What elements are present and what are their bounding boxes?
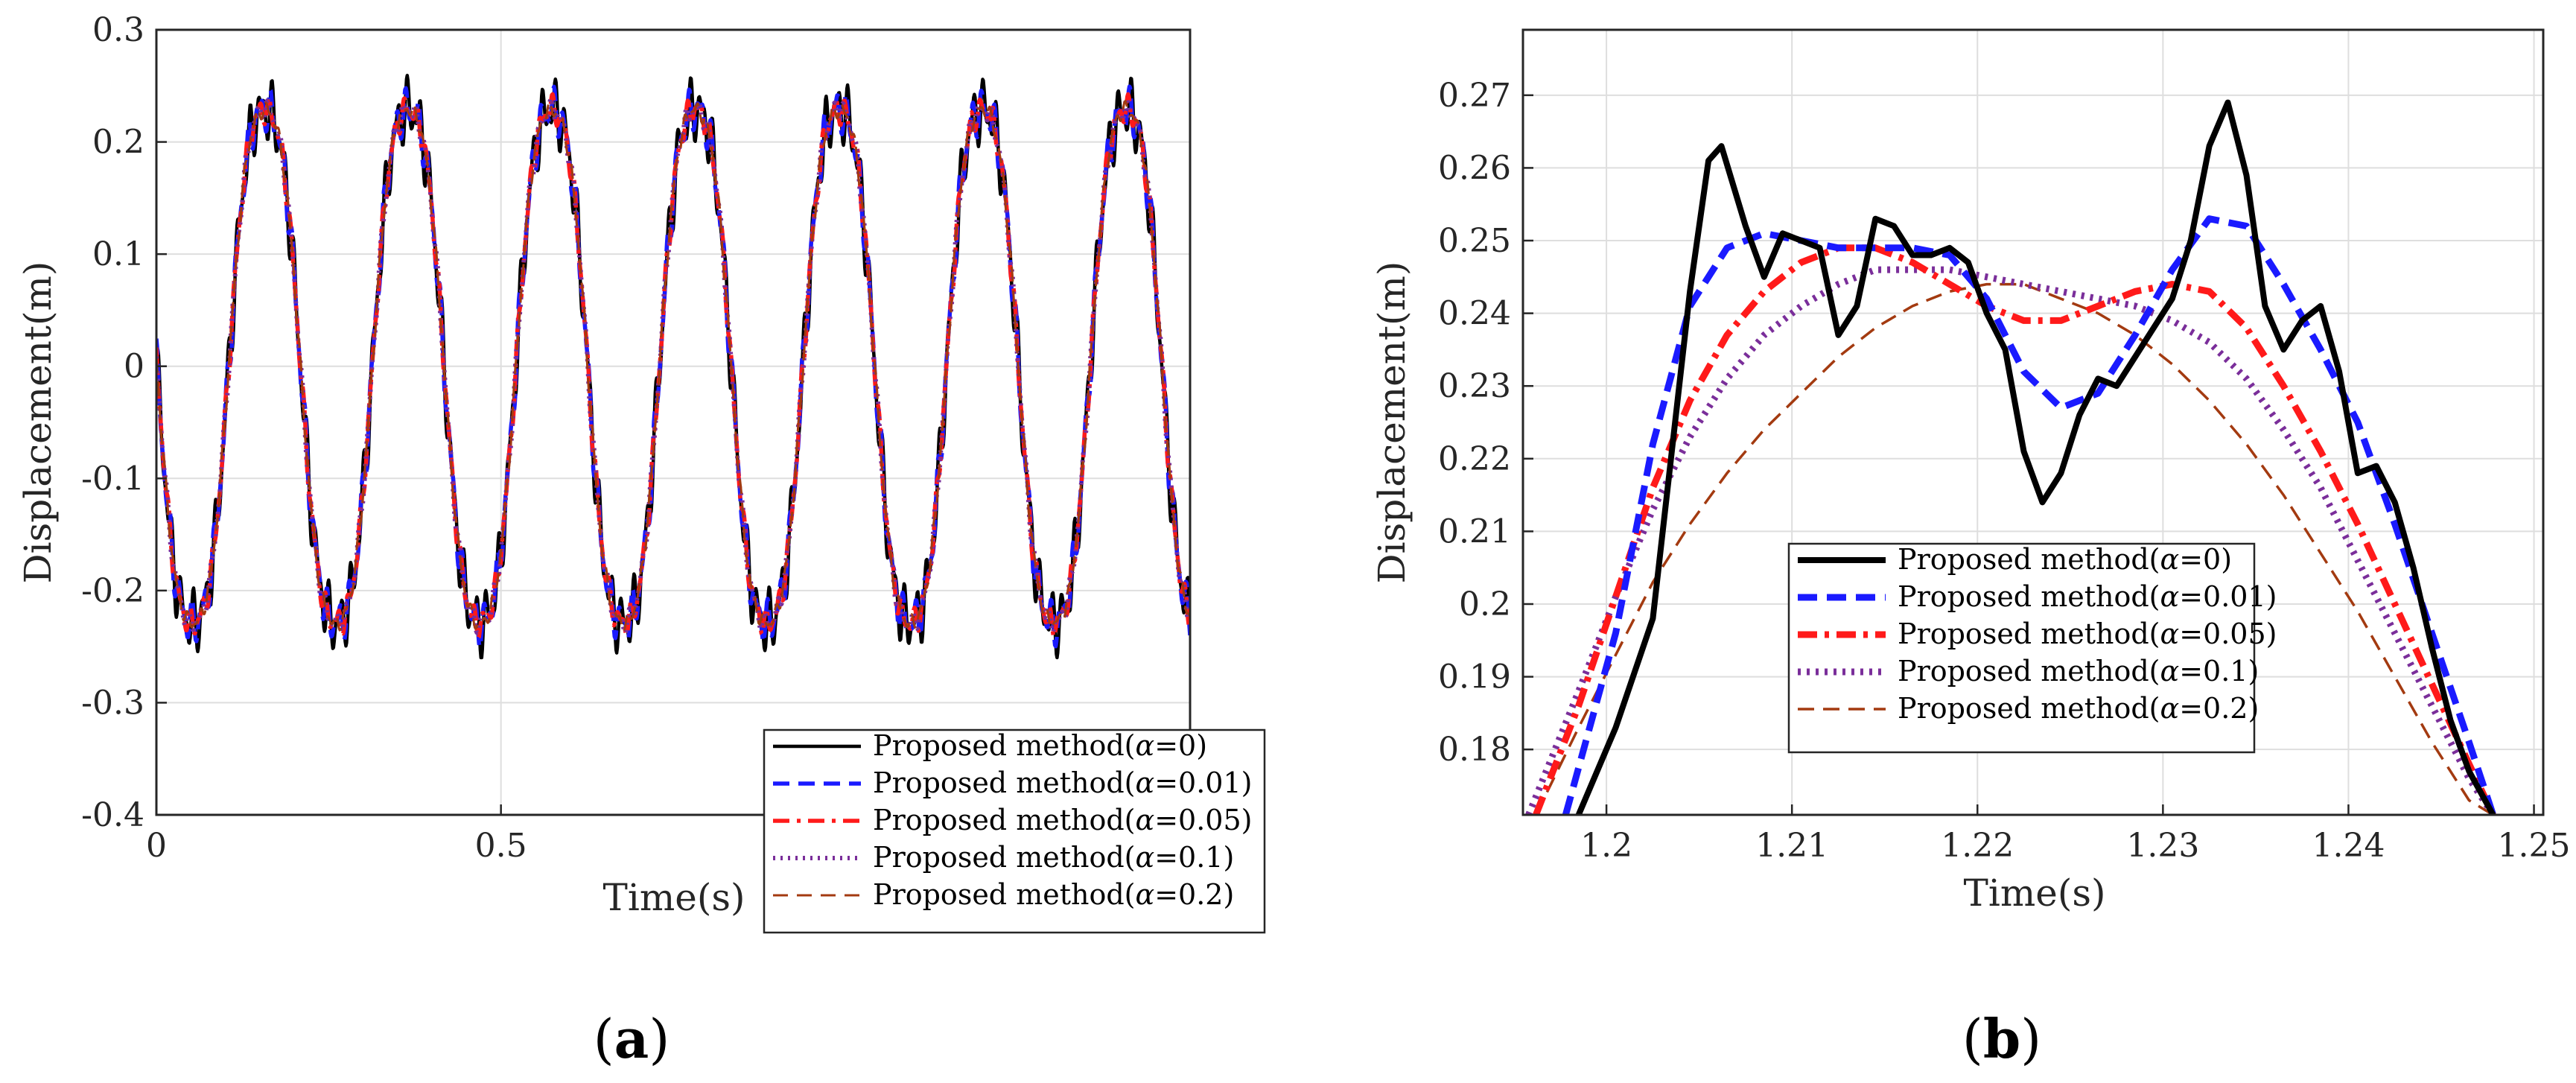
caption-a-close: ) — [649, 1008, 670, 1070]
legend-label-value: =0.2) — [1154, 878, 1234, 911]
chart-a-legend: Proposed method(α=0)Proposed method(α=0.… — [763, 728, 1266, 934]
legend-label-value: =0) — [1154, 729, 1207, 762]
chart-a-y-axis-label: Displacement(m) — [16, 261, 60, 584]
chart-b-xtick-label: 1.22 — [1941, 827, 2014, 865]
chart-b-ytick-label: 0.18 — [1438, 731, 1511, 769]
chart-b-xtick-label: 1.23 — [2126, 827, 2199, 865]
legend-label-symbol: α — [1136, 878, 1155, 911]
legend-label-symbol: α — [2160, 692, 2180, 725]
legend-label-prefix: Proposed method( — [1898, 580, 2160, 613]
legend-label-symbol: α — [1136, 766, 1155, 799]
legend-label: Proposed method(α=0.01) — [1898, 580, 2277, 613]
legend-label-prefix: Proposed method( — [1898, 655, 2160, 687]
legend-label-prefix: Proposed method( — [873, 729, 1136, 762]
legend-label-symbol: α — [2160, 543, 2180, 576]
chart-a-ytick-label: -0.1 — [81, 460, 144, 498]
legend-label-prefix: Proposed method( — [873, 841, 1136, 874]
legend-label: Proposed method(α=0) — [1898, 543, 2232, 576]
chart-b-xtick-label: 1.21 — [1755, 827, 1828, 865]
chart-a-frame — [155, 28, 1192, 816]
chart-b-ytick-label: 0.23 — [1438, 367, 1511, 405]
chart-b-series-line — [1525, 266, 2496, 815]
chart-b-xtick-label: 1.2 — [1580, 827, 1632, 865]
legend-label-value: =0.1) — [2179, 655, 2259, 687]
chart-a-ytick-label: 0.1 — [92, 235, 144, 273]
legend-label-prefix: Proposed method( — [1898, 692, 2160, 725]
chart-a-xtick-label: 0 — [146, 827, 167, 865]
chart-b-ytick-label: 0.27 — [1438, 77, 1511, 115]
caption-b-open: ( — [1962, 1008, 1983, 1070]
legend-label: Proposed method(α=0.2) — [873, 878, 1234, 911]
legend-label-value: =0.01) — [1154, 766, 1252, 799]
chart-a-ytick-label: -0.2 — [81, 572, 144, 610]
chart-a-ticks: 0 0.5 -0.4 -0.3 -0.2 -0.1 0 0.1 0.2 0.3 — [81, 11, 527, 865]
legend-label: Proposed method(α=0.05) — [873, 804, 1252, 836]
caption-a-letter: a — [614, 1007, 649, 1070]
chart-a-ytick-label: -0.3 — [81, 684, 144, 722]
chart-b-ticks: 1.2 1.21 1.22 1.23 1.24 1.25 0.18 0.19 0.2 0.21 0.… — [1438, 77, 2570, 865]
chart-b-ytick-label: 0.25 — [1438, 222, 1511, 260]
chart-b-ytick-label: 0.2 — [1459, 585, 1511, 623]
caption-a-open: ( — [594, 1008, 614, 1070]
chart-b-ytick-label: 0.24 — [1438, 295, 1511, 333]
chart-b-xtick-label: 1.25 — [2498, 827, 2571, 865]
chart-a-ytick-label: 0.3 — [92, 11, 144, 49]
caption-b-letter: b — [1983, 1007, 2020, 1070]
caption-a: (a) — [594, 1007, 670, 1070]
legend-label-prefix: Proposed method( — [873, 804, 1136, 836]
legend-label-value: =0) — [2179, 543, 2232, 576]
legend-label: Proposed method(α=0.01) — [873, 766, 1252, 799]
legend-label-value: =0.05) — [2179, 617, 2277, 650]
legend-label-prefix: Proposed method( — [1898, 617, 2160, 650]
chart-a: 0 0.5 -0.4 -0.3 -0.2 -0.1 0 0.1 0.2 0.3 Time(s) D… — [16, 11, 1266, 934]
chart-a-background — [156, 30, 1190, 815]
chart-b-frame — [1521, 28, 2545, 816]
chart-b-ytick-label: 0.26 — [1438, 149, 1511, 187]
legend-label-value: =0.01) — [2179, 580, 2277, 613]
legend-label-prefix: Proposed method( — [873, 878, 1136, 911]
chart-a-x-axis-label: Time(s) — [602, 876, 745, 919]
legend-box — [763, 728, 1266, 934]
legend-label: Proposed method(α=0.05) — [1898, 617, 2277, 650]
chart-a-series-line — [156, 100, 1190, 633]
chart-b-series-line — [1576, 99, 2496, 815]
chart-b: 1.2 1.21 1.22 1.23 1.24 1.25 0.18 0.19 0.2 0.21 0.… — [1370, 28, 2571, 915]
chart-b-legend: Proposed method(α=0)Proposed method(α=0.… — [1787, 542, 2277, 754]
legend-label-symbol: α — [2160, 580, 2180, 613]
caption-b-close: ) — [2020, 1008, 2041, 1070]
chart-b-xtick-label: 1.24 — [2312, 827, 2385, 865]
chart-a-plot-area — [156, 74, 1190, 660]
legend-label: Proposed method(α=0) — [873, 729, 1207, 762]
legend-label-symbol: α — [1136, 841, 1155, 874]
legend-label-symbol: α — [2160, 655, 2180, 687]
chart-b-ytick-label: 0.22 — [1438, 440, 1511, 478]
legend-label-symbol: α — [1136, 804, 1155, 836]
chart-b-y-axis-label: Displacement(m) — [1370, 261, 1413, 584]
legend-label-value: =0.1) — [1154, 841, 1234, 874]
chart-b-ytick-label: 0.21 — [1438, 512, 1511, 550]
legend-label-value: =0.2) — [2179, 692, 2259, 725]
chart-a-ytick-label: 0 — [124, 348, 144, 386]
legend-box — [1787, 542, 2256, 754]
legend-label-symbol: α — [2160, 617, 2180, 650]
chart-a-xtick-label: 0.5 — [475, 827, 527, 865]
legend-label-symbol: α — [1136, 729, 1155, 762]
legend-label: Proposed method(α=0.1) — [873, 841, 1234, 874]
legend-label-value: =0.05) — [1154, 804, 1252, 836]
chart-b-plot-area — [1525, 99, 2496, 815]
chart-a-ytick-label: 0.2 — [92, 124, 144, 162]
legend-label-prefix: Proposed method( — [873, 766, 1136, 799]
chart-a-ytick-label: -0.4 — [81, 796, 144, 834]
chart-b-series-line — [1533, 244, 2496, 815]
chart-b-series-line — [1562, 215, 2496, 815]
chart-b-ytick-label: 0.19 — [1438, 658, 1511, 696]
legend-label: Proposed method(α=0.1) — [1898, 655, 2259, 687]
legend-label: Proposed method(α=0.2) — [1898, 692, 2259, 725]
chart-b-x-axis-label: Time(s) — [1963, 871, 2105, 915]
legend-label-prefix: Proposed method( — [1898, 543, 2160, 576]
caption-b: (b) — [1962, 1007, 2042, 1070]
